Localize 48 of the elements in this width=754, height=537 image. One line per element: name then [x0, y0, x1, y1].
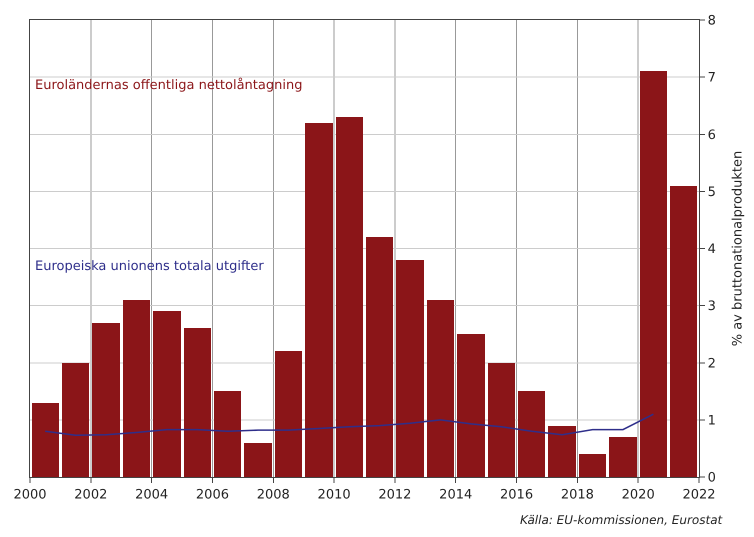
bar — [92, 323, 120, 477]
y-tick-label: 5 — [708, 184, 716, 200]
y-tick-label: 3 — [708, 299, 716, 314]
bar — [32, 403, 59, 477]
bar — [62, 363, 89, 477]
bar — [336, 117, 363, 477]
bar — [123, 300, 150, 477]
y-tick-label: 0 — [708, 470, 716, 486]
x-tick-label: 2012 — [378, 488, 412, 503]
bar — [184, 328, 211, 477]
y-axis-title: % av bruttonationalprodukten — [730, 150, 746, 346]
bar — [518, 391, 545, 477]
bar — [153, 311, 181, 477]
x-tick-label: 2008 — [256, 488, 290, 503]
bar — [670, 186, 697, 477]
line-series — [44, 413, 654, 436]
bar — [214, 391, 241, 477]
bar — [366, 237, 393, 477]
x-tick-label: 2018 — [560, 488, 594, 503]
y-tick-label: 1 — [708, 413, 716, 428]
x-tick-label: 2020 — [622, 488, 655, 503]
x-tick-label: 2014 — [439, 488, 472, 503]
bar — [275, 351, 302, 477]
bar — [609, 437, 637, 477]
text: Europeiska unionens totala utgifter — [35, 259, 264, 274]
bar — [457, 334, 485, 477]
bar — [427, 300, 454, 477]
x-tick-label: 2022 — [682, 488, 716, 503]
bar — [488, 363, 515, 477]
bar — [579, 454, 606, 477]
y-tick-label: 8 — [708, 14, 716, 29]
x-tick-label: 2006 — [196, 488, 229, 503]
y-tick-label: 7 — [708, 70, 716, 86]
y-tick-label: 6 — [708, 128, 716, 143]
bar — [640, 71, 667, 477]
text: Källa: EU-kommissionen, Eurostat — [520, 513, 724, 527]
bar — [244, 443, 272, 477]
y-tick-label: 4 — [708, 242, 716, 258]
x-tick-label: 2004 — [135, 488, 168, 503]
x-tick-label: 2016 — [500, 488, 534, 503]
bar — [305, 123, 333, 477]
text: Euroländernas offentliga nettolåntagning — [35, 77, 302, 93]
x-tick-label: 2002 — [74, 488, 108, 503]
x-tick-label: 2010 — [318, 488, 351, 503]
bar — [548, 426, 576, 477]
x-tick-label: 2000 — [13, 488, 47, 503]
y-tick-label: 2 — [708, 356, 716, 372]
bar — [396, 260, 424, 477]
